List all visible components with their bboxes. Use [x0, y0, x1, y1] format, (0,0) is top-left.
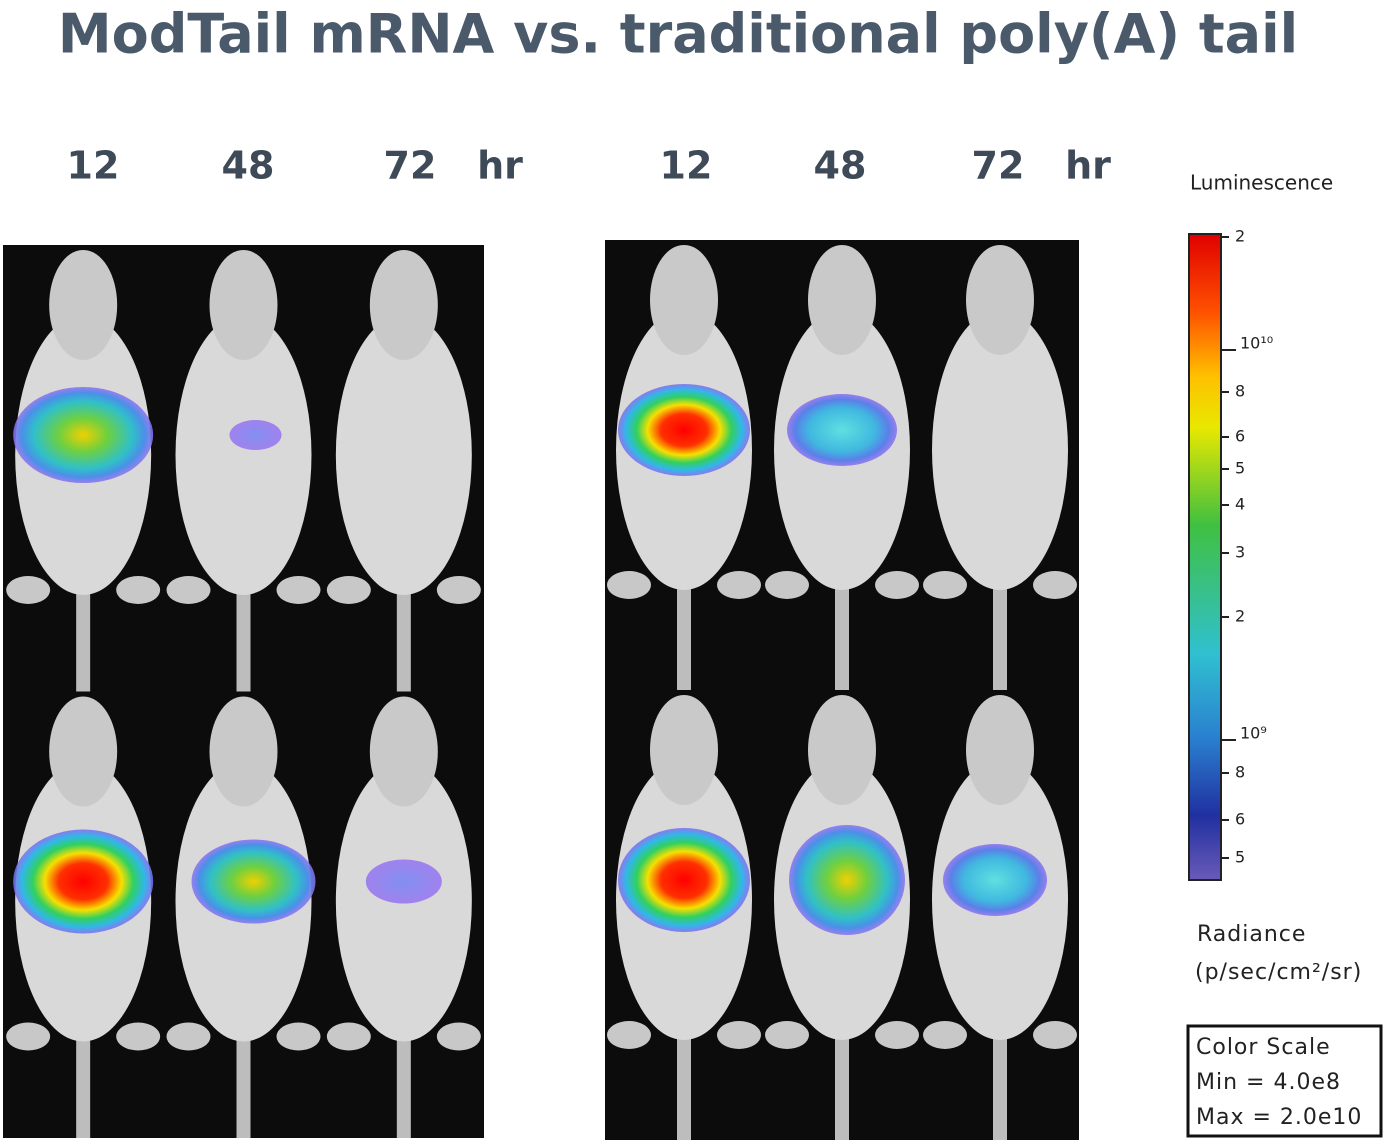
mouse-tail: [993, 570, 1007, 690]
mouse-leg: [1033, 571, 1077, 599]
mouse-tail: [835, 1020, 849, 1140]
mouse-leg: [166, 576, 211, 604]
color-bar-tick-label: 6: [1235, 427, 1245, 446]
color-scale-title: Color Scale: [1196, 1035, 1331, 1060]
mouse-head: [966, 695, 1034, 805]
mouse-leg: [1033, 1021, 1077, 1049]
mouse-tail: [396, 575, 411, 692]
mouse-leg: [276, 1022, 321, 1051]
color-bar-tick-label: 3: [1235, 543, 1245, 562]
mouse-body: [335, 315, 472, 595]
color-bar-tick-label: 5: [1235, 848, 1245, 867]
luminescence-signal: [787, 394, 897, 466]
mouse-tail: [396, 1021, 411, 1138]
mouse-leg: [6, 1022, 51, 1051]
mouse-tail: [236, 575, 251, 692]
luminescence-signal: [943, 844, 1047, 916]
mouse-tail: [677, 570, 691, 690]
mouse-leg: [607, 571, 651, 599]
color-bar-tick-label: 5: [1235, 459, 1245, 478]
time-unit: hr: [477, 144, 523, 188]
color-bar-tick-label: 2: [1235, 607, 1245, 626]
mouse-tail: [76, 575, 91, 692]
mouse-leg: [166, 1022, 211, 1051]
color-bar-tick-label: 10¹⁰: [1240, 334, 1273, 353]
mouse-tail: [835, 570, 849, 690]
time-label: 72: [972, 144, 1025, 188]
mouse-tail: [76, 1021, 91, 1138]
mouse-tail: [993, 1020, 1007, 1140]
mouse-leg: [765, 1021, 809, 1049]
radiance-unit: (p/sec/cm²/sr): [1195, 960, 1362, 985]
time-label: 12: [660, 144, 713, 188]
mouse-leg: [875, 571, 919, 599]
mouse-leg: [436, 576, 481, 604]
mouse-head: [369, 696, 438, 807]
mouse-leg: [6, 576, 51, 604]
mouse-leg: [717, 571, 761, 599]
radiance-label: Radiance: [1197, 922, 1306, 947]
mouse-head: [808, 695, 876, 805]
luminescence-signal: [618, 828, 750, 932]
title: ModTail mRNA vs. traditional poly(A) tai…: [58, 3, 1298, 66]
mouse-head: [209, 696, 278, 807]
color-scale-max: Max = 2.0e10: [1196, 1105, 1362, 1130]
mouse-panels: [3, 240, 1079, 1140]
mouse-leg: [923, 571, 967, 599]
luminescence-signal: [618, 384, 750, 476]
mouse-head: [369, 250, 438, 360]
mouse-leg: [276, 576, 321, 604]
luminescence-signal: [191, 839, 316, 924]
color-bar-tick-label: 2: [1235, 227, 1245, 246]
mouse-leg: [923, 1021, 967, 1049]
mouse-leg: [326, 576, 371, 604]
color-bar-tick-label: 8: [1235, 763, 1245, 782]
mouse-leg: [875, 1021, 919, 1049]
luminescence-signal: [789, 825, 905, 935]
mouse-leg: [116, 1022, 161, 1051]
time-label: 48: [222, 144, 275, 188]
luminescence-signal: [13, 829, 154, 934]
color-bar-tick-label: 10⁹: [1240, 724, 1267, 743]
mouse-tail: [677, 1020, 691, 1140]
time-label: 12: [67, 144, 120, 188]
mouse-body: [932, 310, 1068, 590]
luminescence-signal: [229, 420, 282, 450]
color-bar-title: Luminescence: [1190, 171, 1333, 195]
mouse-leg: [717, 1021, 761, 1049]
mouse-tail: [236, 1021, 251, 1138]
color-scale-box: [1186, 1024, 1383, 1138]
mouse-head: [650, 695, 718, 805]
color-bar: [1188, 233, 1222, 881]
luminescence-signal: [13, 387, 154, 483]
mouse-leg: [765, 571, 809, 599]
color-scale-min: Min = 4.0e8: [1196, 1070, 1341, 1095]
color-bar-tick-label: 4: [1235, 495, 1245, 514]
mouse-head: [49, 696, 118, 807]
luminescence-signal: [365, 859, 442, 904]
mouse-body: [175, 315, 312, 595]
mouse-head: [209, 250, 278, 360]
mouse-head: [808, 245, 876, 355]
time-label: 72: [384, 144, 437, 188]
mouse-head: [49, 250, 118, 360]
mouse-head: [966, 245, 1034, 355]
mouse-head: [650, 245, 718, 355]
time-label: 48: [814, 144, 867, 188]
time-unit: hr: [1065, 144, 1111, 188]
color-bar-tick-label: 8: [1235, 382, 1245, 401]
color-bar-tick-label: 6: [1235, 810, 1245, 829]
mouse-leg: [116, 576, 161, 604]
mouse-leg: [436, 1022, 481, 1051]
mouse-leg: [326, 1022, 371, 1051]
mouse-leg: [607, 1021, 651, 1049]
